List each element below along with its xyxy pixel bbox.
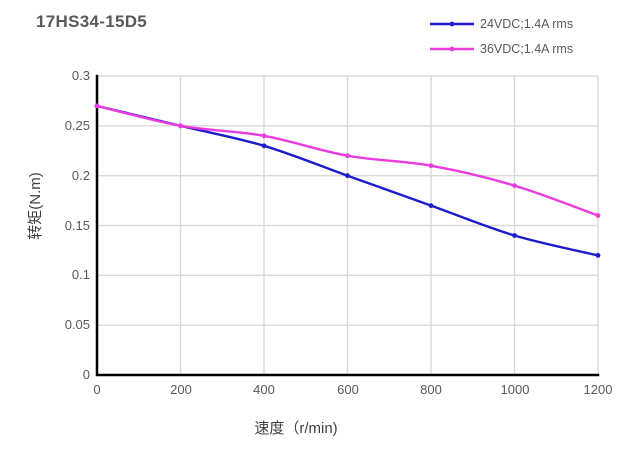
x-tick-label: 1200 [583,382,613,397]
legend-item-24vdc: 24VDC;1.4A rms [430,11,573,36]
data-point-marker [512,233,517,238]
y-tick-label: 0.15 [64,218,90,233]
y-tick-label: 0.05 [64,317,90,332]
legend-line-24vdc-icon [430,21,474,26]
y-tick-label: 0.2 [71,168,90,183]
y-tick-label: 0.1 [71,267,90,282]
x-tick-label: 800 [420,382,442,397]
y-axis-title: 转矩(N.m) [27,172,44,240]
x-axis-title: 速度（r/min) [254,420,338,437]
data-point-marker [345,173,350,179]
x-tick-label: 200 [170,382,192,397]
legend-label-24vdc: 24VDC;1.4A rms [480,16,574,31]
chart-title: 17HS34-15D5 [36,12,148,31]
data-point-marker [512,183,517,189]
x-tick-label: 400 [253,382,275,397]
data-point-marker [261,143,267,149]
x-tick-label: 600 [337,382,359,397]
data-point-marker [428,163,434,169]
y-tick-label: 0.25 [64,118,90,133]
y-tick-label: 0.3 [71,68,90,83]
legend-label-36vdc: 36VDC;1.4A rms [480,41,574,56]
legend: 24VDC;1.4A rms 36VDC;1.4A rms [430,11,573,61]
legend-item-36vdc: 36VDC;1.4A rms [430,36,573,61]
x-tick-label: 1000 [500,382,530,397]
data-point-marker [595,213,601,218]
data-point-marker [178,123,183,129]
data-point-marker [261,133,267,139]
data-point-marker [428,203,434,209]
y-tick-label: 0 [82,367,90,382]
data-point-marker [345,153,350,159]
data-point-marker [595,253,601,258]
data-point-marker [94,103,100,109]
legend-line-36vdc-icon [430,46,474,51]
x-tick-label: 0 [93,382,101,397]
axis-lines [95,74,600,377]
